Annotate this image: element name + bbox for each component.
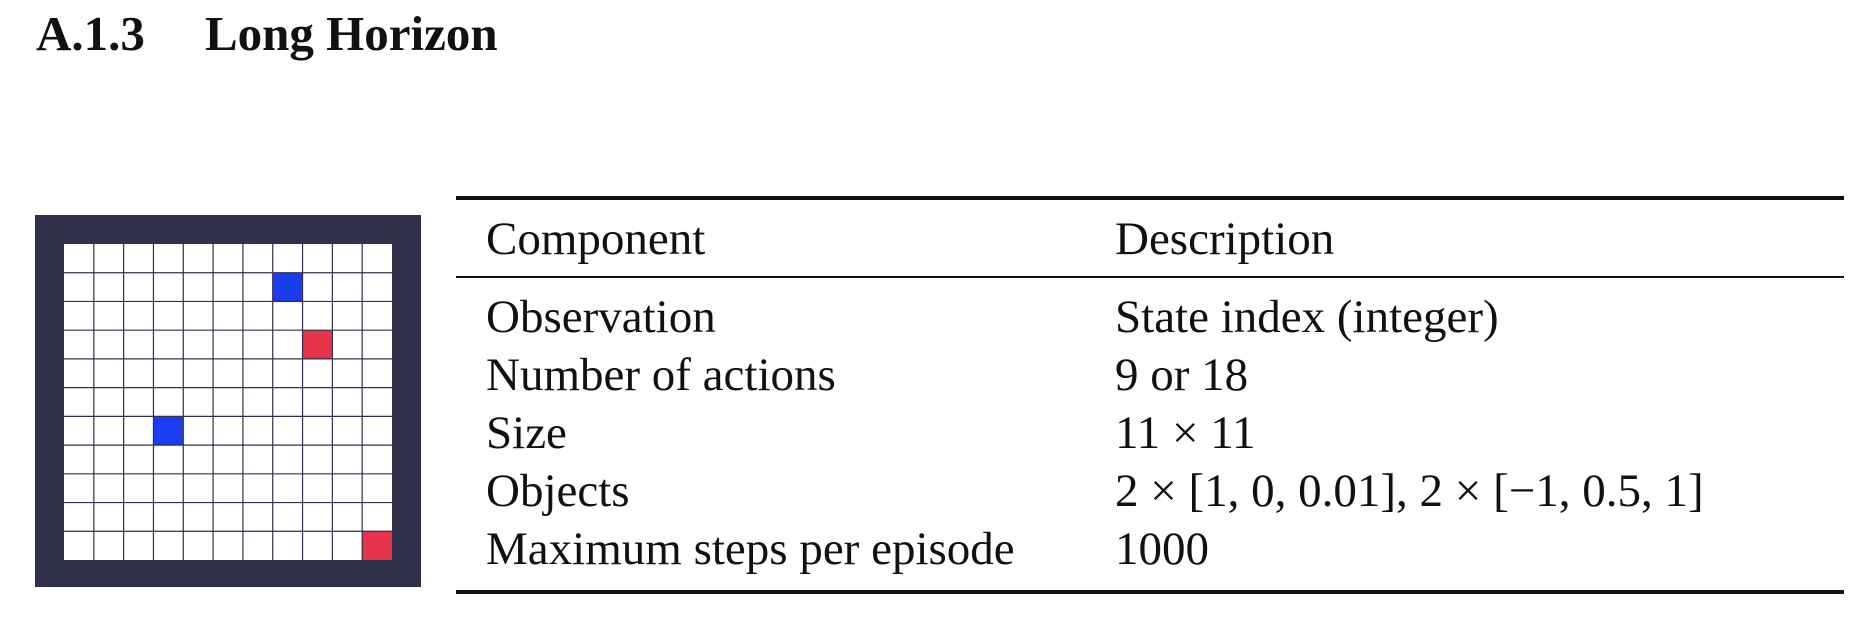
red-object-cell (362, 531, 392, 560)
row-description: 2 × [1, 0, 0.01], 2 × [−1, 0.5, 1] (1115, 465, 1704, 517)
table-header-row: Component Description (456, 200, 1844, 276)
table-row: Maximum steps per episode 1000 (456, 520, 1844, 578)
red-object-cell (302, 330, 333, 359)
gridworld-figure (35, 215, 421, 587)
table-row: Size 11 × 11 (456, 404, 1844, 462)
table-bottom-rule (456, 590, 1844, 594)
table-row: Observation State index (integer) (456, 288, 1844, 346)
table-body: Observation State index (integer) Number… (456, 278, 1844, 590)
header-description: Description (1115, 213, 1335, 265)
row-component: Size (486, 407, 567, 459)
table-top-rule (456, 196, 1844, 200)
gridworld-svg (64, 244, 392, 560)
grid-area (64, 244, 392, 560)
section-heading: A.1.3 Long Horizon (36, 4, 498, 64)
row-description: 9 or 18 (1115, 349, 1249, 401)
row-component: Maximum steps per episode (486, 523, 1015, 575)
table-header-rule (456, 276, 1844, 278)
table-row: Number of actions 9 or 18 (456, 346, 1844, 404)
blue-object-cell (272, 272, 303, 302)
row-component: Objects (486, 465, 630, 517)
header-component: Component (486, 213, 706, 265)
row-description: 1000 (1115, 523, 1209, 575)
environment-table: Component Description Observation State … (456, 196, 1844, 594)
row-description: State index (integer) (1115, 291, 1499, 343)
row-description: 11 × 11 (1115, 407, 1256, 459)
section-title: Long Horizon (205, 6, 498, 61)
row-component: Observation (486, 291, 716, 343)
blue-object-cell (153, 416, 184, 446)
table-row: Objects 2 × [1, 0, 0.01], 2 × [−1, 0.5, … (456, 462, 1844, 520)
section-number: A.1.3 (36, 6, 145, 61)
row-component: Number of actions (486, 349, 836, 401)
